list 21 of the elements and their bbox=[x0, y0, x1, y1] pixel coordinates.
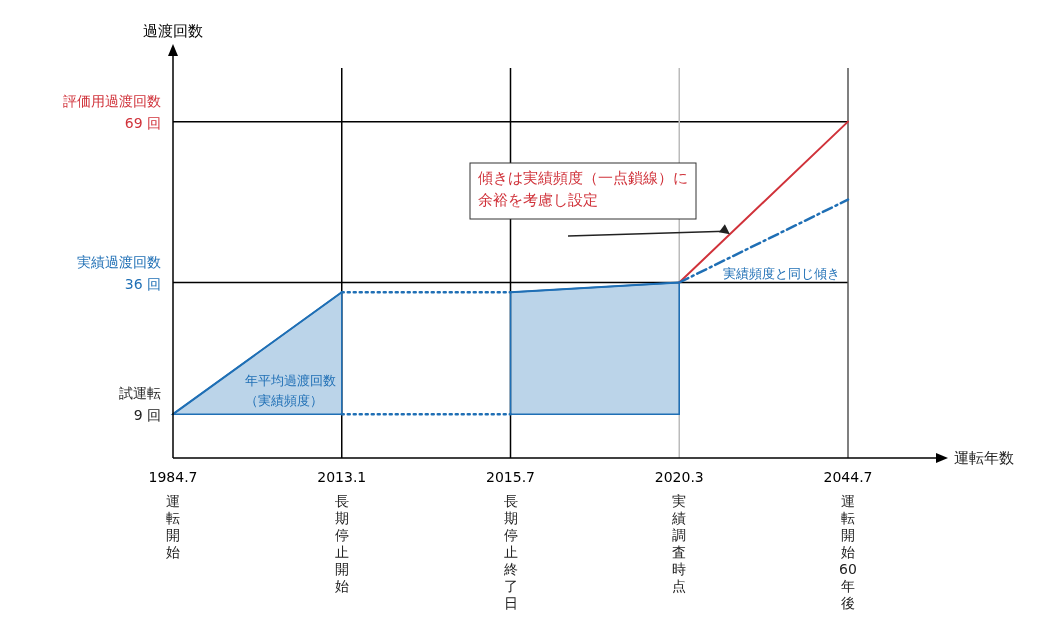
y-tick-label: 9 回 bbox=[133, 407, 161, 424]
text: 運転開始60年後 bbox=[839, 493, 857, 611]
text: 長期停止終了日 bbox=[502, 493, 518, 611]
y-tick-label: 69 回 bbox=[124, 114, 161, 131]
text: 長期停止開始 bbox=[334, 493, 349, 594]
text: 運転年数 bbox=[954, 449, 1014, 467]
x-tick-label: 2015.7 bbox=[486, 469, 535, 485]
x-tick-label: 2020.3 bbox=[654, 469, 704, 485]
ref-line-label: 実績過渡回数 bbox=[77, 253, 161, 270]
text: 実績調査時点 bbox=[671, 493, 687, 594]
text: 試運転 bbox=[119, 385, 161, 402]
x-tick-label: 2044.7 bbox=[823, 469, 873, 485]
annotation: 年平均過渡回数（実績頻度） bbox=[245, 372, 336, 408]
y-axis-title: 過渡回数 bbox=[143, 22, 203, 40]
text: 運転開始 bbox=[166, 493, 180, 560]
x-tick-label: 1984.7 bbox=[148, 469, 198, 485]
annotation: 実績頻度と同じ傾き bbox=[723, 265, 840, 281]
ref-line-label: 評価用過渡回数 bbox=[63, 92, 161, 109]
y-tick-label: 36 回 bbox=[124, 275, 161, 292]
x-tick-label: 2013.1 bbox=[317, 469, 367, 485]
annotation: 傾きは実績頻度（一点鎖線）に余裕を考慮し設定 bbox=[478, 169, 688, 209]
